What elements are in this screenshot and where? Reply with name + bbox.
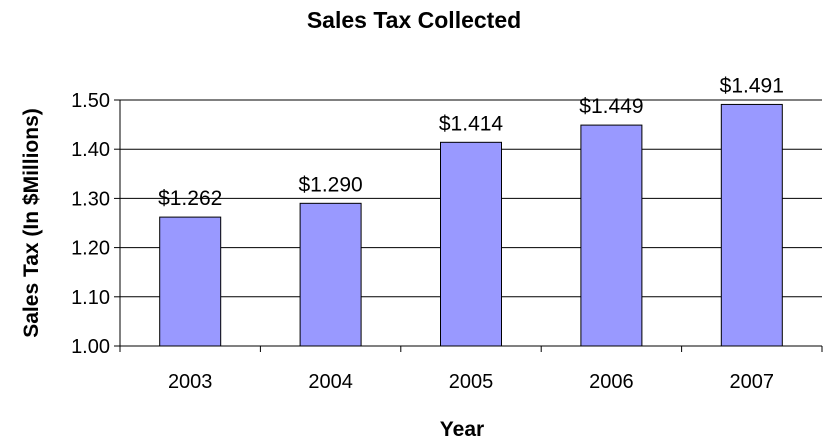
chart-title: Sales Tax Collected	[307, 7, 521, 33]
data-label-2003: $1.262	[158, 187, 222, 210]
data-label-2005: $1.414	[439, 112, 504, 135]
x-tick-label: 2004	[308, 371, 353, 393]
x-tick-label: 2003	[168, 371, 213, 393]
x-tick-label: 2005	[449, 371, 494, 393]
y-tick-label: 1.40	[71, 139, 110, 161]
bar-2003	[159, 216, 222, 347]
y-tick-label: 1.30	[71, 188, 110, 210]
y-axis-title: Sales Tax (In $Millions)	[20, 108, 43, 338]
bar-2005	[440, 141, 502, 347]
y-tick-label: 1.10	[71, 287, 110, 309]
y-tick-label: 1.20	[71, 238, 110, 260]
x-tick-label: 2007	[730, 371, 775, 393]
x-axis-title: Year	[440, 418, 484, 441]
data-labels: 1.00 1.10 1.20 1.30 1.40 1.50 $1.262 2003 $1.290…	[71, 74, 784, 393]
y-tick-label: 1.50	[71, 90, 110, 112]
bar-2007	[720, 103, 783, 347]
bars	[159, 103, 783, 347]
bar-2004	[299, 202, 362, 347]
data-label-2004: $1.290	[298, 173, 362, 196]
data-label-2006: $1.449	[579, 95, 643, 118]
x-tick-label: 2006	[589, 371, 634, 393]
bar-2006	[580, 124, 643, 347]
data-label-2007: $1.491	[720, 74, 784, 97]
y-tick-label: 1.00	[71, 336, 110, 358]
axes	[114, 99, 823, 352]
